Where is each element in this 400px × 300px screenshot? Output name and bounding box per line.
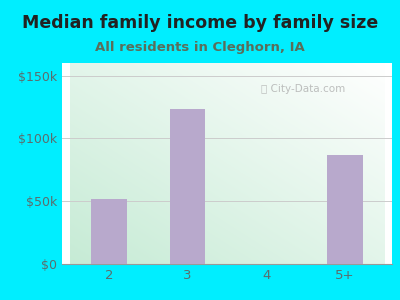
Bar bbox=[327, 155, 362, 264]
Bar bbox=[170, 110, 205, 264]
Text: Median family income by family size: Median family income by family size bbox=[22, 14, 378, 32]
Text: All residents in Cleghorn, IA: All residents in Cleghorn, IA bbox=[95, 40, 305, 53]
Bar bbox=[92, 199, 127, 264]
Text: ⓘ City-Data.com: ⓘ City-Data.com bbox=[261, 84, 345, 94]
